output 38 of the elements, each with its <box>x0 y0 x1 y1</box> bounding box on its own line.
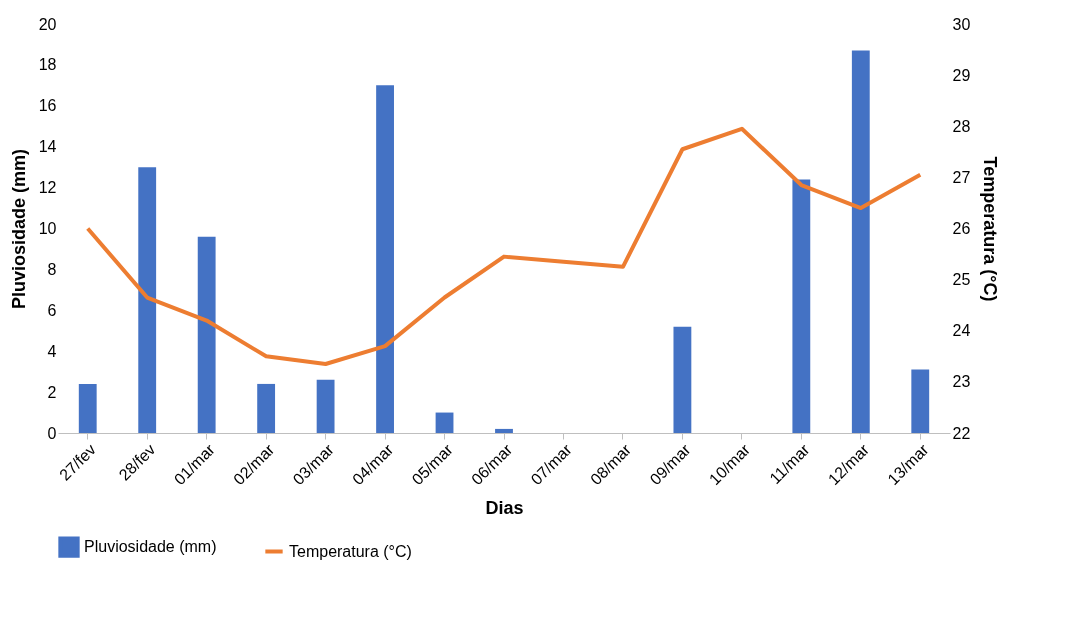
bar <box>257 383 276 433</box>
y-axis-title: Pluviosidade (mm) <box>8 148 29 310</box>
bar <box>435 412 454 433</box>
legend-label: Temperatura (°C) <box>289 542 412 560</box>
bar <box>376 85 394 433</box>
bar <box>851 50 870 433</box>
y2-tick-label: 24 <box>952 322 971 340</box>
y-tick-label: 12 <box>38 179 57 197</box>
y-tick-label: 14 <box>38 138 57 156</box>
y-tick-label: 16 <box>38 97 57 115</box>
y-tick-label: 0 <box>47 424 57 442</box>
bar <box>78 383 97 433</box>
y2-tick-label: 30 <box>952 15 971 33</box>
bar <box>911 369 930 433</box>
y2-tick-label: 25 <box>952 271 971 289</box>
y-tick-label: 4 <box>47 342 57 360</box>
y-tick-label: 2 <box>47 383 57 401</box>
y-tick-label: 8 <box>47 260 57 278</box>
y2-tick-label: 23 <box>952 373 971 391</box>
y2-tick-label: 22 <box>952 424 971 442</box>
legend-label: Pluviosidade (mm) <box>84 538 217 556</box>
bar <box>673 326 692 433</box>
bar <box>316 379 335 433</box>
x-axis-title: Dias <box>485 498 524 519</box>
bar <box>197 236 216 433</box>
y2-tick-label: 28 <box>952 117 971 135</box>
bar <box>495 428 513 433</box>
y2-axis-title: Temperatura (°C) <box>980 156 1001 302</box>
y2-tick-label: 26 <box>952 220 971 237</box>
bar <box>138 167 157 433</box>
y2-tick-label: 29 <box>952 66 971 84</box>
bar <box>792 179 811 433</box>
line-series <box>85 126 923 366</box>
y-tick-label: 20 <box>38 15 57 33</box>
y-tick-label: 6 <box>47 301 57 319</box>
y-tick-label: 10 <box>38 220 57 237</box>
y2-tick-label: 27 <box>952 168 971 186</box>
y-tick-label: 18 <box>38 56 57 74</box>
